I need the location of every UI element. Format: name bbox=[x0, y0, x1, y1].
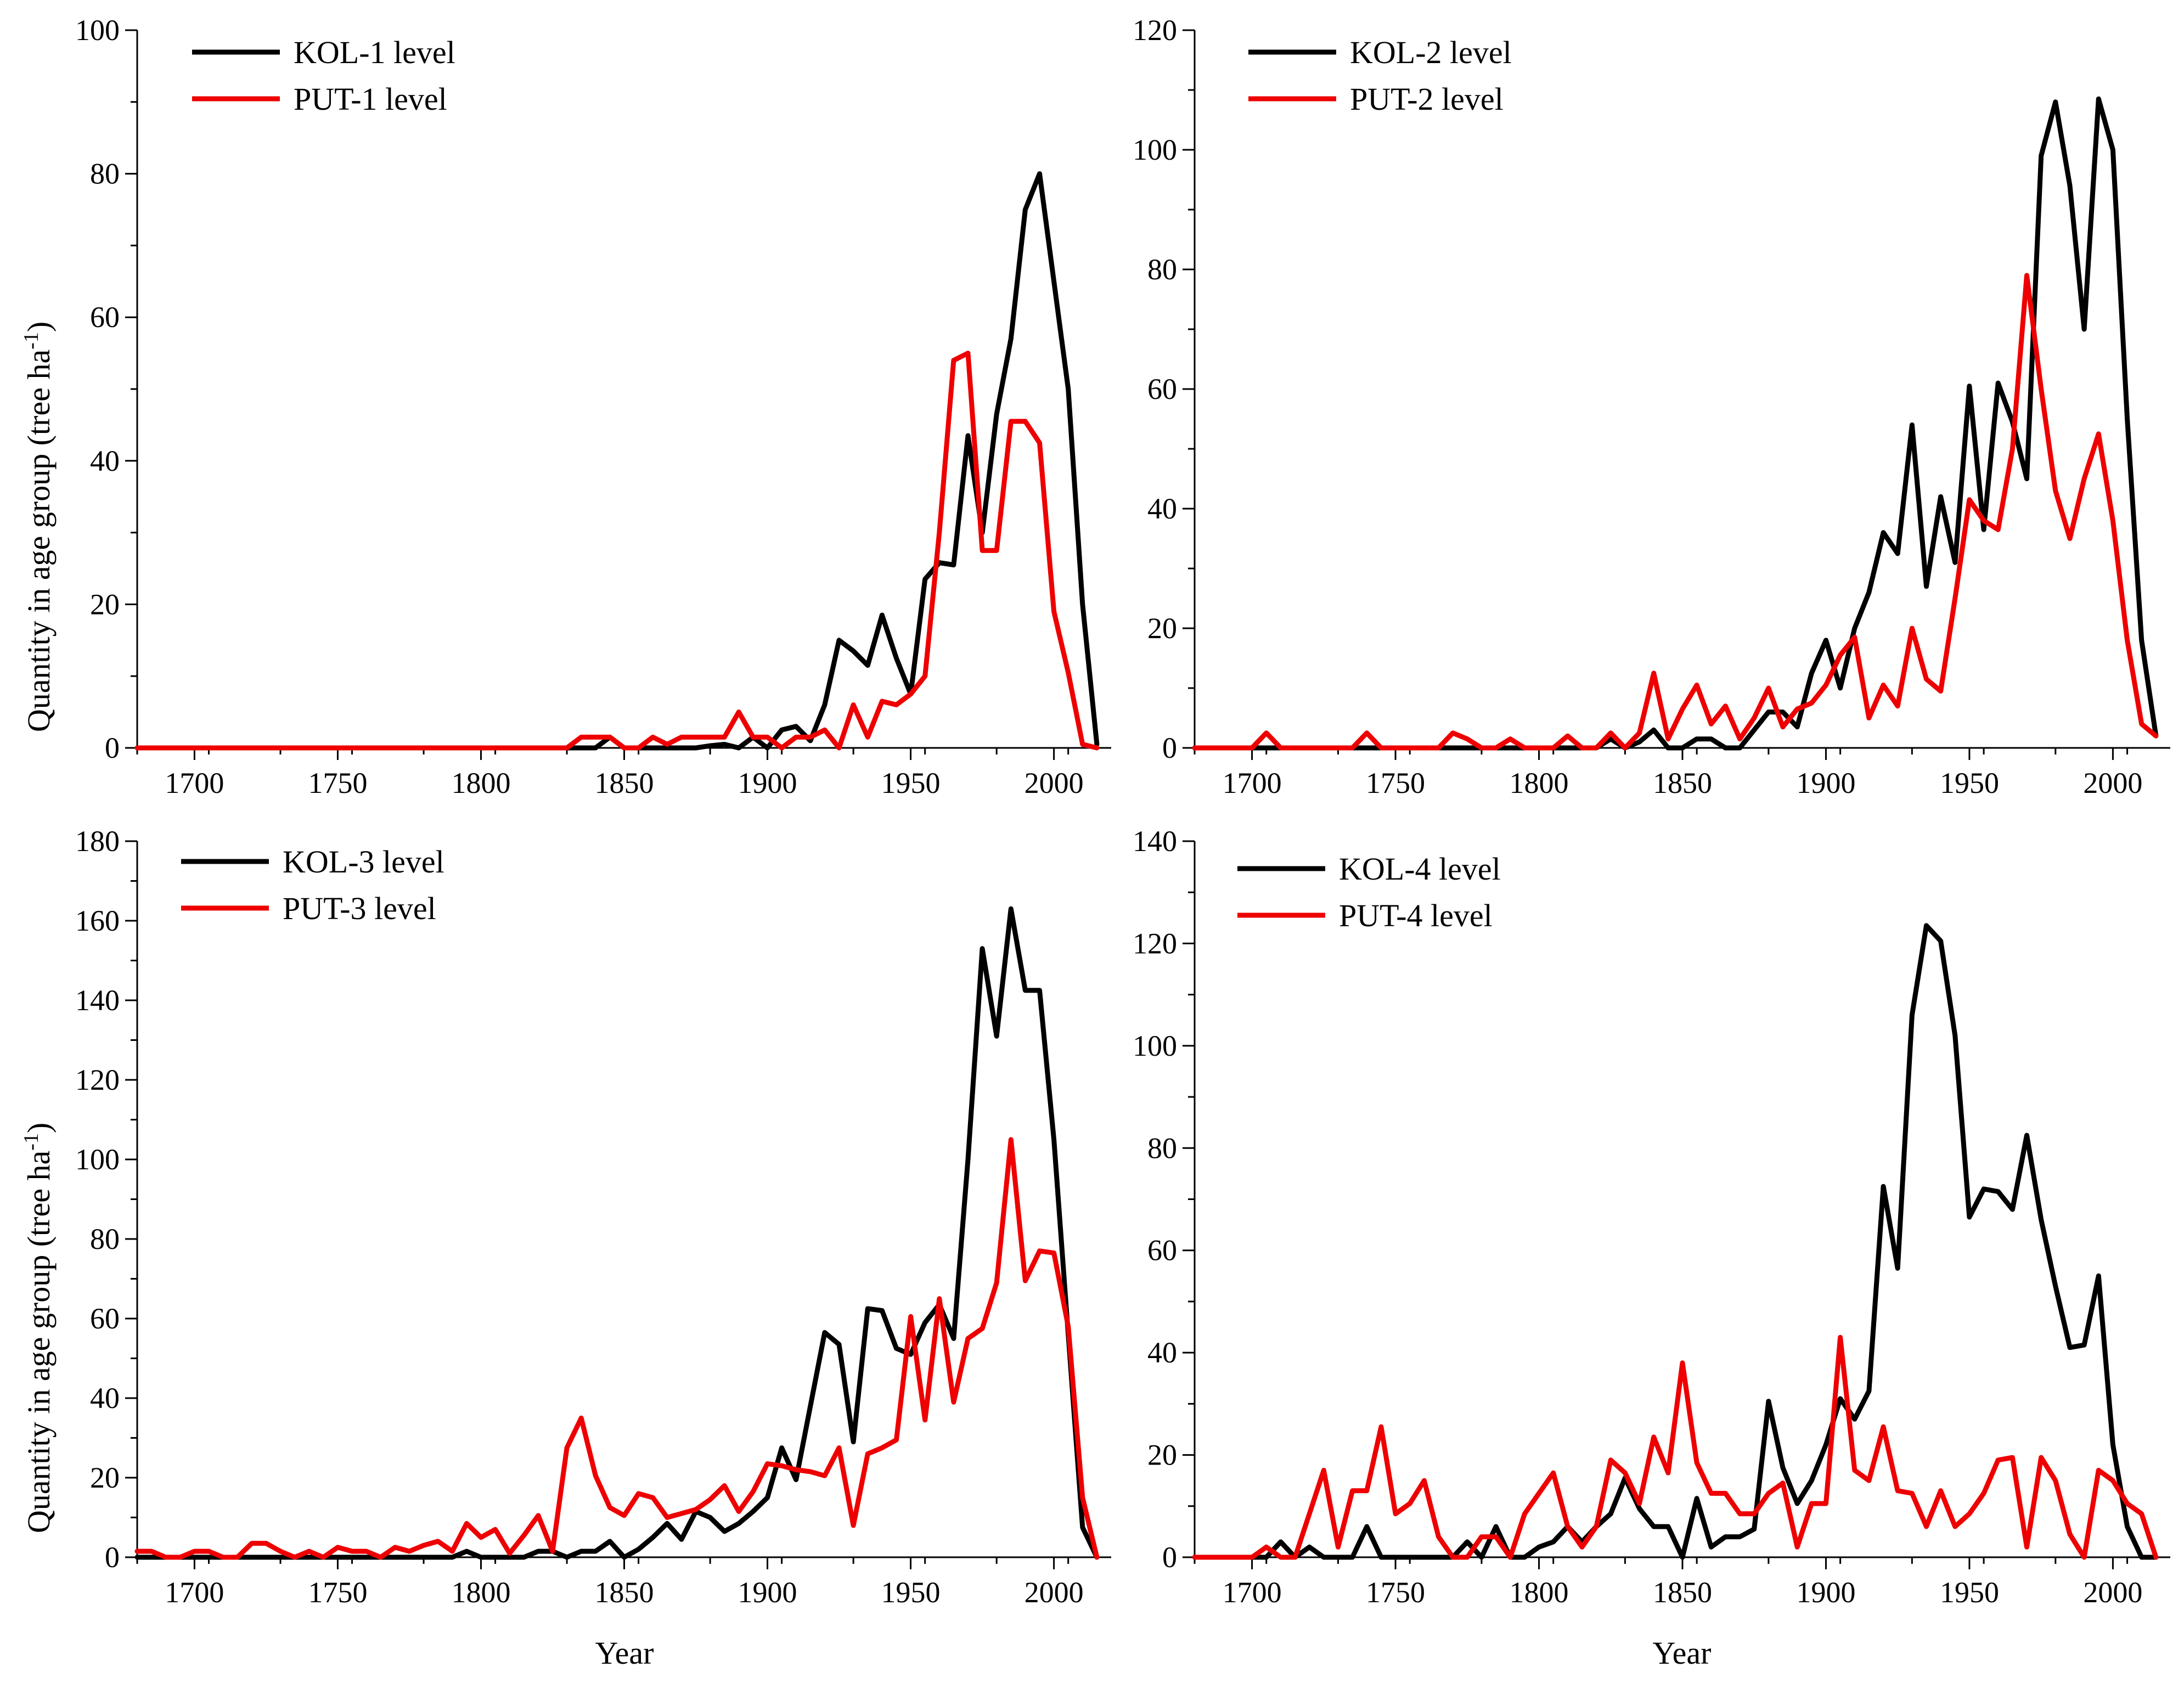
panel-4-y-tick-label: 140 bbox=[1133, 825, 1177, 858]
panel-4-x-tick-label: 1950 bbox=[1940, 1576, 1999, 1609]
panel-3: 0 20 40 60 80 100 120 140 160 180 1700 1750 1800 1850… bbox=[75, 825, 1111, 1609]
panel-2-x-tick-label: 2000 bbox=[2083, 767, 2142, 799]
panel-1-x-tick-label: 1750 bbox=[308, 767, 367, 799]
panel-4: 0 20 40 60 80 100 120 140 1700 1750 1800 1850 1900 19… bbox=[1133, 825, 2170, 1609]
panel-3-x-tick-label: 1900 bbox=[738, 1576, 797, 1609]
panel-4-x-tick-label: 1850 bbox=[1653, 1576, 1712, 1609]
panel-3-y-tick-label: 120 bbox=[75, 1063, 120, 1096]
panel-2-x-tick-label: 1950 bbox=[1940, 767, 1999, 799]
panel-3-series-put-line bbox=[134, 1137, 1100, 1560]
panel-2-series-put-line bbox=[1192, 273, 2159, 751]
panel-1-x-tick-label: 1850 bbox=[595, 767, 654, 799]
x-axis-title-right: Year bbox=[1653, 1635, 1712, 1671]
panel-1-x-tick-label: 1950 bbox=[881, 767, 941, 799]
panel-3-x-tick-label: 1800 bbox=[451, 1576, 510, 1609]
panel-4-x-tick-label: 1700 bbox=[1223, 1576, 1282, 1609]
panel-3-x-tick-label: 2000 bbox=[1025, 1576, 1084, 1609]
panel-4-x-tick-label: 1900 bbox=[1796, 1576, 1855, 1609]
panel-1: 0 20 40 60 80 100 1700 1750 1800 1850 1900 1950 2000… bbox=[75, 14, 1111, 799]
panel-4-x-tick-label: 2000 bbox=[2083, 1576, 2142, 1609]
y-axis-title-bottom-main: Quantity in age group (tree ha bbox=[21, 1151, 57, 1533]
panel-3-y-tick-label: 100 bbox=[75, 1143, 120, 1176]
panel-4-x-tick-label: 1800 bbox=[1510, 1576, 1569, 1609]
panel-4-y-tick-label: 80 bbox=[1147, 1131, 1177, 1164]
panel-2-y-tick-label: 100 bbox=[1133, 133, 1177, 166]
panel-4-series-put-line bbox=[1192, 1334, 2159, 1560]
panel-1-y-tick-label: 40 bbox=[90, 444, 120, 477]
y-axis-title-top-end: ) bbox=[21, 322, 57, 332]
panel-2-legend-label-kol: KOL-2 level bbox=[1350, 35, 1512, 70]
panel-3-series-kol-line bbox=[134, 906, 1100, 1560]
panel-3-legend-label-put: PUT-3 level bbox=[283, 891, 436, 926]
y-axis-title-top-sup: -1 bbox=[20, 332, 43, 350]
panel-1-x-tick-label: 2000 bbox=[1025, 767, 1084, 799]
panel-1-y-tick-label: 0 bbox=[105, 731, 120, 764]
panel-4-y-tick-label: 40 bbox=[1147, 1336, 1177, 1369]
panel-1-legend-label-kol: KOL-1 level bbox=[294, 35, 455, 70]
panel-1-series-kol-line bbox=[134, 171, 1100, 751]
panel-1-y-tick-label: 20 bbox=[90, 588, 120, 621]
y-axis-title-top-main: Quantity in age group (tree ha bbox=[21, 350, 57, 732]
panel-1-y-tick-label: 80 bbox=[90, 157, 120, 190]
y-axis-title-bottom-end: ) bbox=[21, 1123, 57, 1133]
panel-2-x-tick-label: 1700 bbox=[1223, 767, 1282, 799]
panel-4-series-kol-line bbox=[1192, 923, 2159, 1560]
panel-4-y-tick-label: 100 bbox=[1133, 1029, 1177, 1062]
panel-1-y-tick-label: 100 bbox=[75, 14, 120, 47]
panel-3-x-tick-label: 1950 bbox=[881, 1576, 941, 1609]
panel-1-x-tick-label: 1900 bbox=[738, 767, 797, 799]
panel-1-x-tick-label: 1800 bbox=[451, 767, 510, 799]
panel-2-x-tick-label: 1850 bbox=[1653, 767, 1712, 799]
panel-4-y-tick-label: 0 bbox=[1162, 1541, 1177, 1574]
panel-3-legend-label-kol: KOL-3 level bbox=[283, 844, 444, 880]
panel-2-x-tick-label: 1750 bbox=[1366, 767, 1425, 799]
panel-2-x-tick-label: 1800 bbox=[1510, 767, 1569, 799]
panel-4-legend-label-put: PUT-4 level bbox=[1339, 898, 1493, 933]
panel-2-y-tick-label: 60 bbox=[1147, 373, 1177, 405]
panel-2-y-tick-label: 40 bbox=[1147, 492, 1177, 525]
y-axis-title-bottom-sup: -1 bbox=[20, 1133, 43, 1151]
panel-2-y-tick-label: 20 bbox=[1147, 612, 1177, 645]
panel-4-x-tick-label: 1750 bbox=[1366, 1576, 1425, 1609]
panel-2: 0 20 40 60 80 100 120 1700 1750 1800 1850 1900 1950 2… bbox=[1133, 14, 2170, 799]
panel-2-legend-label-put: PUT-2 level bbox=[1350, 81, 1504, 117]
panel-2-y-tick-label: 0 bbox=[1162, 731, 1177, 764]
panel-2-y-tick-label: 120 bbox=[1133, 14, 1177, 47]
panel-4-y-tick-label: 120 bbox=[1133, 927, 1177, 960]
panel-2-series-kol-line bbox=[1192, 96, 2159, 751]
panel-4-legend-label-kol: KOL-4 level bbox=[1339, 851, 1501, 887]
panel-1-x-tick-label: 1700 bbox=[165, 767, 224, 799]
panel-3-y-tick-label: 40 bbox=[90, 1382, 120, 1415]
panel-2-y-tick-label: 80 bbox=[1147, 253, 1177, 286]
panel-3-y-tick-label: 160 bbox=[75, 904, 120, 937]
panel-1-legend-label-put: PUT-1 level bbox=[294, 81, 447, 117]
panel-2-x-tick-label: 1900 bbox=[1796, 767, 1855, 799]
panel-3-y-tick-label: 140 bbox=[75, 984, 120, 1017]
x-axis-title-left: Year bbox=[595, 1635, 654, 1671]
panel-3-y-tick-label: 0 bbox=[105, 1541, 120, 1574]
panel-1-y-tick-label: 60 bbox=[90, 301, 120, 334]
y-axis-title-bottom: Quantity in age group (tree ha-1) bbox=[20, 1123, 57, 1533]
panel-4-y-tick-label: 20 bbox=[1147, 1439, 1177, 1472]
panel-3-y-tick-label: 180 bbox=[75, 825, 120, 858]
y-axis-title-top: Quantity in age group (tree ha-1) bbox=[20, 322, 57, 732]
panel-3-x-tick-label: 1850 bbox=[595, 1576, 654, 1609]
panel-4-y-tick-label: 60 bbox=[1147, 1234, 1177, 1267]
panel-3-y-tick-label: 80 bbox=[90, 1223, 120, 1255]
panel-3-y-tick-label: 20 bbox=[90, 1461, 120, 1494]
panel-3-x-tick-label: 1700 bbox=[165, 1576, 224, 1609]
panel-3-x-tick-label: 1750 bbox=[308, 1576, 367, 1609]
panel-3-y-tick-label: 60 bbox=[90, 1302, 120, 1335]
panel-1-series-put-line bbox=[134, 351, 1100, 751]
